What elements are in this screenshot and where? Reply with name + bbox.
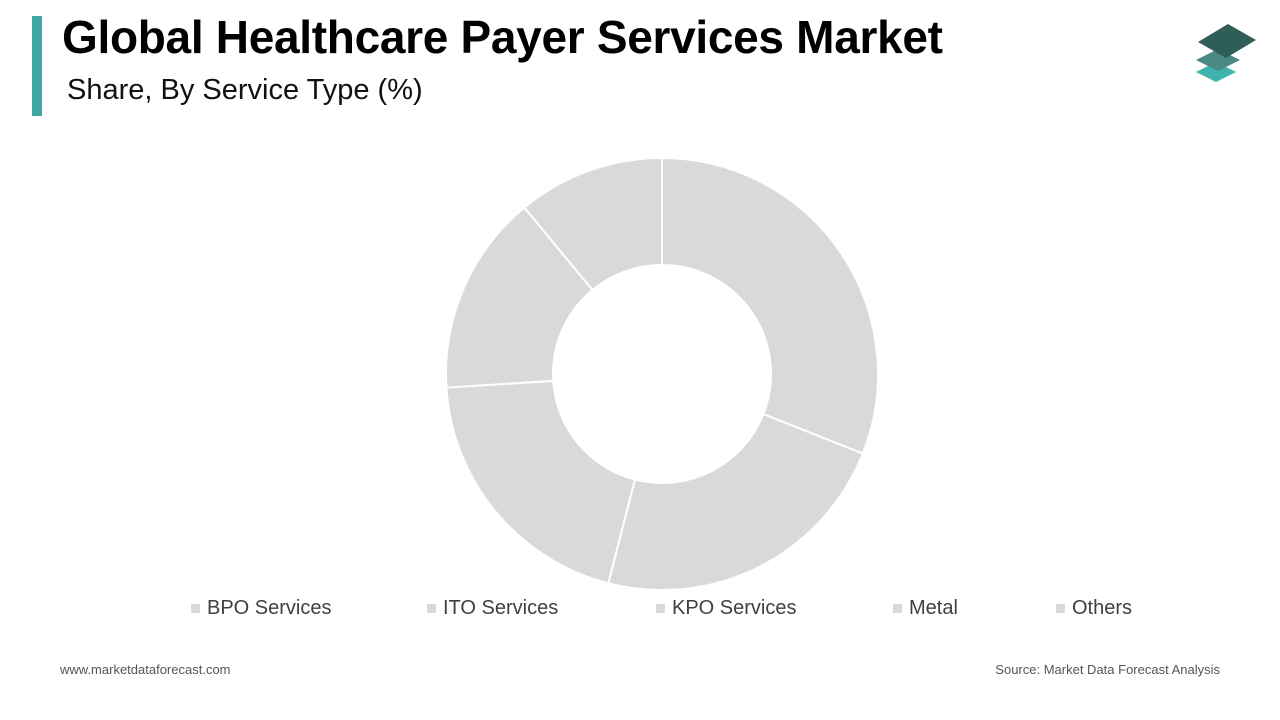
donut-slice-metal <box>445 206 594 389</box>
stacked-layers-logo-icon <box>1196 24 1256 82</box>
legend-label: Metal <box>909 596 958 619</box>
chart-subtitle: Share, By Service Type (%) <box>67 74 423 106</box>
legend-item-kpo-services: KPO Services <box>656 595 796 621</box>
legend-swatch <box>427 603 436 613</box>
legend-label: BPO Services <box>207 596 332 619</box>
donut-slice-others <box>522 156 663 292</box>
legend-item-bpo-services: BPO Services <box>191 595 331 621</box>
donut-slice-bpo-services <box>661 156 879 455</box>
legend-swatch <box>893 603 902 613</box>
footer-website: www.marketdataforecast.com <box>60 662 231 677</box>
legend-item-metal: Metal <box>893 595 958 621</box>
legend-swatch <box>191 603 200 613</box>
title-accent-bar <box>32 16 42 116</box>
legend-swatch <box>1056 603 1065 613</box>
footer-source: Source: Market Data Forecast Analysis <box>995 662 1220 677</box>
donut-slices <box>445 156 879 591</box>
legend-item-others: Others <box>1056 595 1132 621</box>
chart-title: Global Healthcare Payer Services Market <box>62 11 943 63</box>
logo-layer-top <box>1198 24 1256 58</box>
legend-label: Others <box>1072 596 1133 619</box>
legend-label: KPO Services <box>672 596 797 619</box>
legend-swatch <box>656 603 665 613</box>
donut-slice-kpo-services <box>445 379 637 585</box>
donut-slice-ito-services <box>607 412 865 591</box>
legend-item-ito-services: ITO Services <box>427 595 558 621</box>
legend-label: ITO Services <box>443 596 559 619</box>
